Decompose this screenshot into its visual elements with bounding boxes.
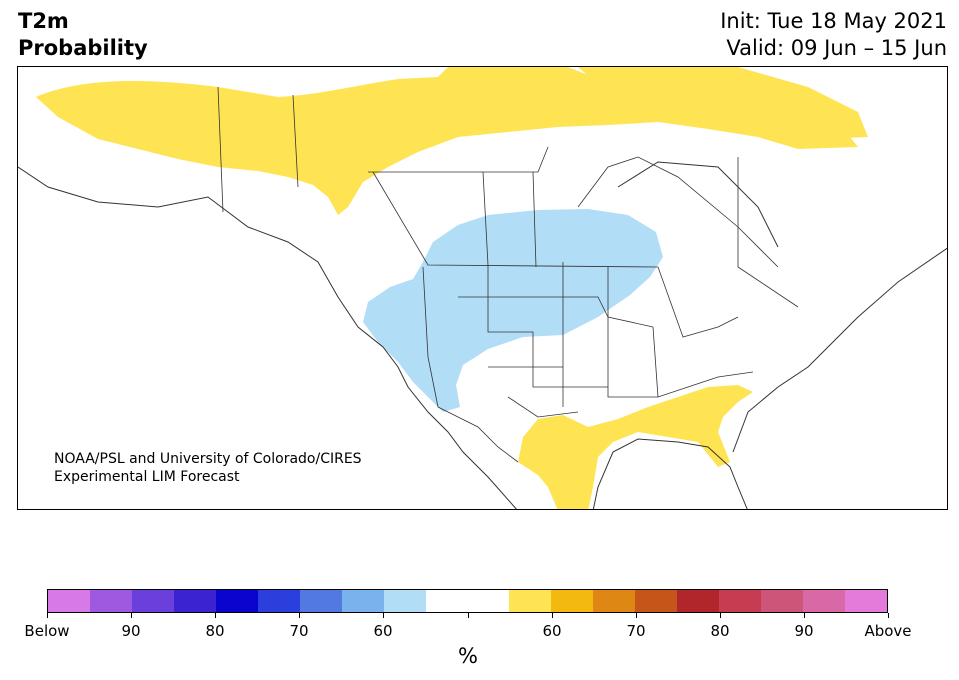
colorbar-tick-label: 60 — [373, 622, 393, 640]
colorbar-swatch — [48, 590, 90, 612]
colorbar-tick-label: 80 — [710, 622, 730, 640]
colorbar-tick — [552, 613, 553, 618]
credit-line2: Experimental LIM Forecast — [54, 469, 240, 485]
colorbar-swatch — [131, 590, 174, 612]
colorbar-tick-label: 90 — [121, 622, 141, 640]
credit-line1: NOAA/PSL and University of Colorado/CIRE… — [54, 451, 362, 467]
colorbar-swatch — [383, 590, 426, 612]
borders — [217, 86, 799, 463]
forecast-map — [17, 66, 948, 510]
colorbar-swatch — [761, 590, 804, 612]
below-region-central — [363, 209, 663, 412]
colorbar-swatch — [467, 590, 510, 612]
colorbar-tick — [636, 613, 637, 618]
colorbar-tick-label: Above — [864, 622, 912, 640]
colorbar-swatch — [341, 590, 384, 612]
colorbar-swatch — [719, 590, 762, 612]
colorbar-swatch — [173, 590, 216, 612]
colorbar-swatch — [89, 590, 132, 612]
colorbar-swatch — [635, 590, 678, 612]
colorbar — [47, 589, 888, 613]
colorbar-tick — [804, 613, 805, 618]
colorbar-swatch — [257, 590, 300, 612]
colorbar-tick — [299, 613, 300, 618]
above-region-northeast — [578, 67, 868, 139]
colorbar-swatch — [551, 590, 594, 612]
coastlines — [18, 161, 947, 509]
colorbar-swatch — [215, 590, 258, 612]
colorbar-tick — [215, 613, 216, 618]
colorbar-tick-label: 70 — [289, 622, 309, 640]
forecast-dates: Init: Tue 18 May 2021 Valid: 09 Jun – 15… — [720, 8, 947, 62]
colorbar-tick — [720, 613, 721, 618]
colorbar-tick-label: 70 — [626, 622, 646, 640]
colorbar-swatch — [299, 590, 342, 612]
map-svg — [18, 67, 947, 509]
colorbar-swatch — [425, 590, 468, 612]
colorbar-tick — [131, 613, 132, 618]
title-line1: T2m — [18, 9, 69, 33]
colorbar-swatch — [509, 590, 552, 612]
valid-date: Valid: 09 Jun – 15 Jun — [726, 36, 947, 60]
above-region-southeast — [518, 385, 753, 509]
colorbar-swatch — [677, 590, 720, 612]
colorbar-swatch — [845, 590, 888, 612]
colorbar-unit: % — [458, 644, 478, 668]
colorbar-tick-label: Below — [24, 622, 70, 640]
colorbar-tick-label: 80 — [205, 622, 225, 640]
colorbar-tick — [47, 613, 48, 618]
colorbar-tick — [383, 613, 384, 618]
colorbar-tick — [468, 613, 469, 618]
colorbar-swatch — [593, 590, 636, 612]
map-title: T2m Probability — [18, 8, 148, 62]
title-line2: Probability — [18, 36, 148, 60]
colorbar-tick-label: 90 — [794, 622, 814, 640]
colorbar-tick — [888, 613, 889, 618]
credit-text: NOAA/PSL and University of Colorado/CIRE… — [54, 450, 362, 486]
init-date: Init: Tue 18 May 2021 — [720, 9, 947, 33]
colorbar-swatch — [803, 590, 846, 612]
colorbar-tick-label: 60 — [542, 622, 562, 640]
